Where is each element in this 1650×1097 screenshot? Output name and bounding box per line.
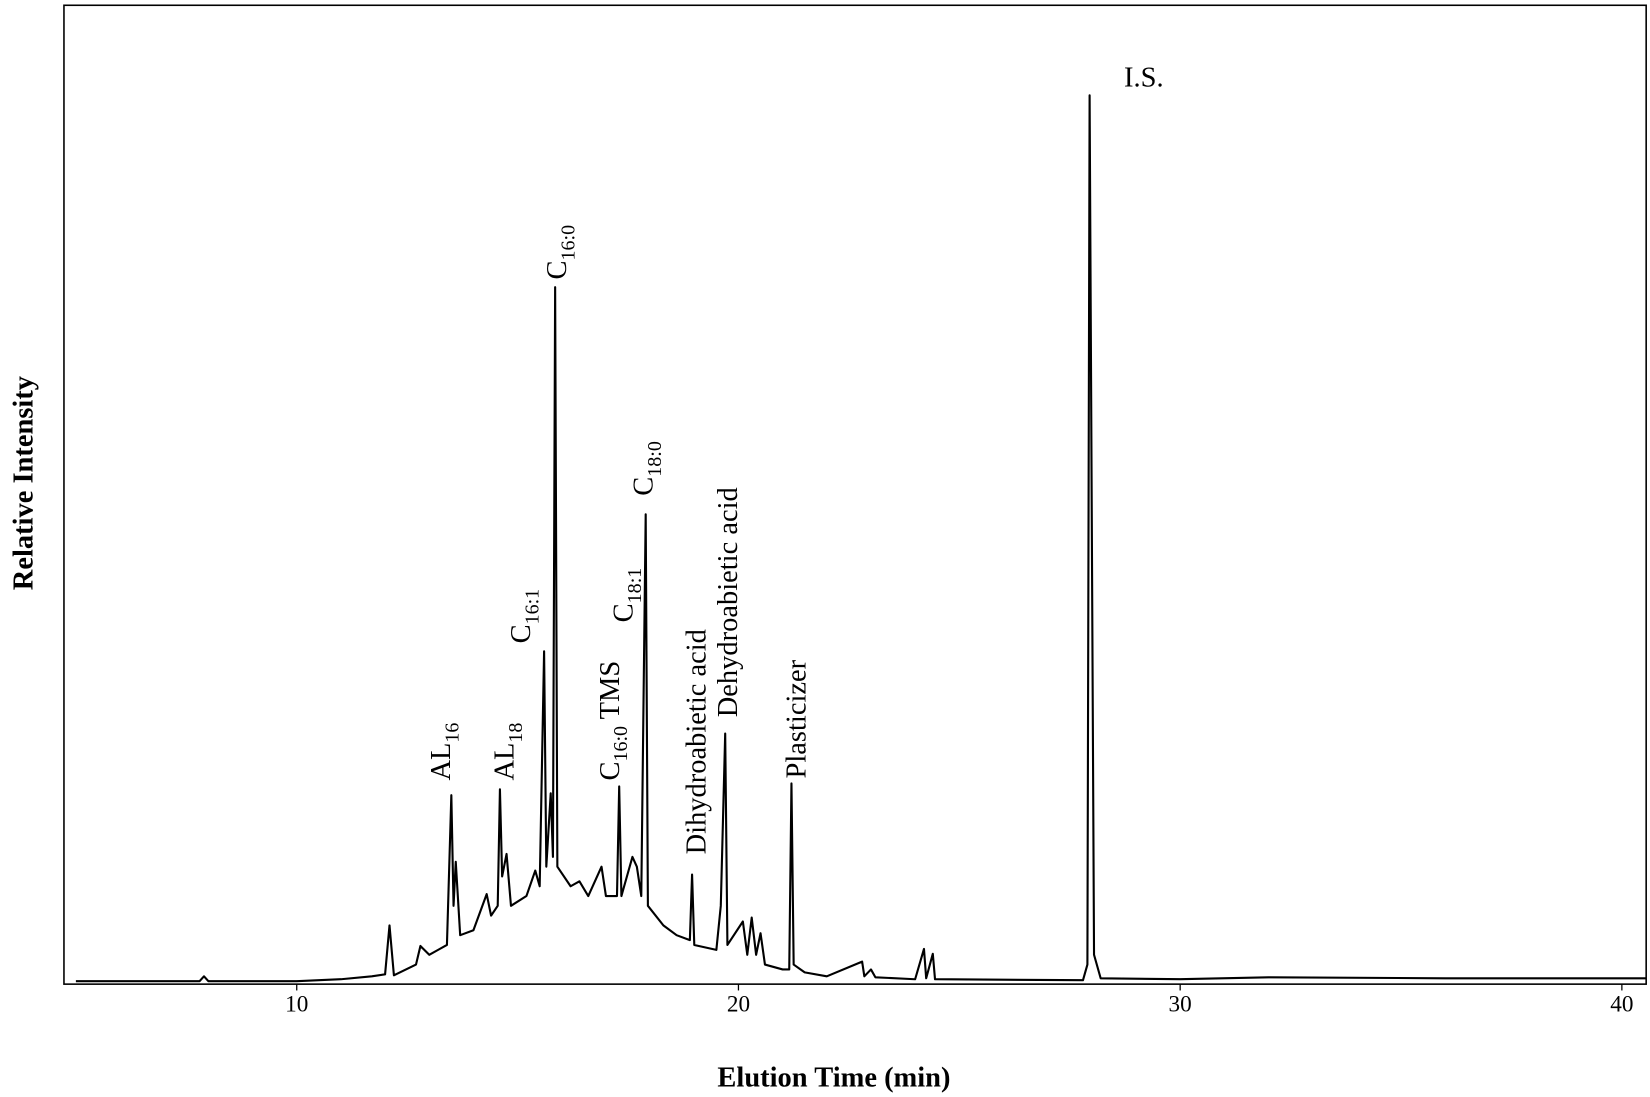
peak-label-text: AL [489,743,520,781]
peak-label: Plasticizer [781,659,812,778]
x-tick-label: 30 [1169,992,1192,1018]
peak-label: C18:1 [608,568,645,623]
peak-label-subscript: 16 [441,723,463,743]
peak-label-subscript: 16:0 [610,726,632,762]
peak-label-text: C [629,477,660,496]
peak-label-subscript: 18 [505,723,527,743]
x-axis-label: Elution Time (min) [717,1062,950,1093]
peak-label-subscript: 18:1 [624,568,646,604]
peak-label-text: Plasticizer [781,659,812,778]
peak-label: Dehydroabietic acid [713,487,744,717]
peak-label-text: Dehydroabietic acid [713,487,744,717]
peak-label-text: TMS [595,661,626,726]
peak-label: C18:0 [629,441,666,496]
peak-label-text: Dihydroabietic acid [681,629,712,854]
peak-label-text: C [542,261,573,280]
peak-label: Dihydroabietic acid [681,629,712,854]
peak-label-text: I.S. [1124,62,1164,93]
peak-label-subscript: 18:0 [644,441,666,477]
x-tick-label: 10 [285,992,308,1018]
peak-label: C16:0 [542,225,579,280]
peak-label: C16:0 TMS [595,661,632,781]
peak-label-text: C [506,624,537,643]
peak-label-text: C [608,603,639,622]
x-tick-label: 40 [1610,992,1633,1018]
peak-label-subscript: 16:0 [557,225,579,261]
peak-label: I.S. [1124,62,1164,93]
peak-label: AL18 [489,723,526,781]
y-axis-label: Relative Intensity [8,376,39,590]
peak-label: AL16 [426,723,463,781]
peak-label: C16:1 [506,589,543,644]
peak-label-text: AL [426,743,457,781]
peak-label-text: C [595,762,626,781]
peak-label-subscript: 16:1 [522,589,544,625]
x-tick-label: 20 [727,992,750,1018]
chromatogram-trace [75,94,1647,983]
plot-frame [63,4,1647,985]
